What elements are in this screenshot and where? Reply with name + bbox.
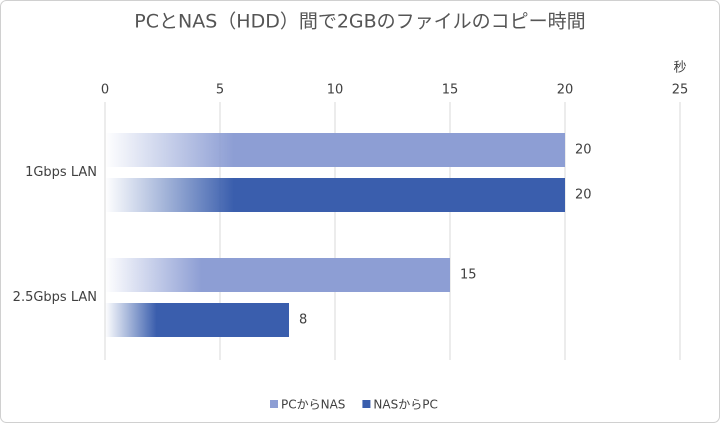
legend-label: PCからNAS [281, 398, 345, 412]
bar [105, 303, 289, 337]
data-label: 20 [575, 188, 592, 203]
x-tick-label: 0 [101, 83, 109, 98]
bar [105, 178, 565, 212]
x-tick-label: 20 [557, 83, 574, 98]
y-tick-label: 1Gbps LAN [25, 165, 97, 180]
legend-swatch [362, 400, 371, 408]
data-label: 20 [575, 143, 592, 158]
legend-label: NASからPC [373, 398, 437, 412]
legend-swatch [270, 400, 278, 408]
data-label: 8 [299, 313, 307, 328]
bar [105, 133, 565, 167]
bar [105, 258, 450, 292]
data-label: 15 [460, 268, 477, 283]
x-tick-label: 5 [216, 83, 224, 98]
y-tick-label: 2.5Gbps LAN [13, 290, 97, 305]
x-tick-label: 15 [442, 83, 459, 98]
chart-title: PCとNAS（HDD）間で2GBのファイルのコピー時間 [134, 11, 585, 33]
x-tick-label: 25 [672, 83, 689, 98]
x-unit-label: 秒 [673, 61, 686, 76]
x-tick-label: 10 [327, 83, 344, 98]
